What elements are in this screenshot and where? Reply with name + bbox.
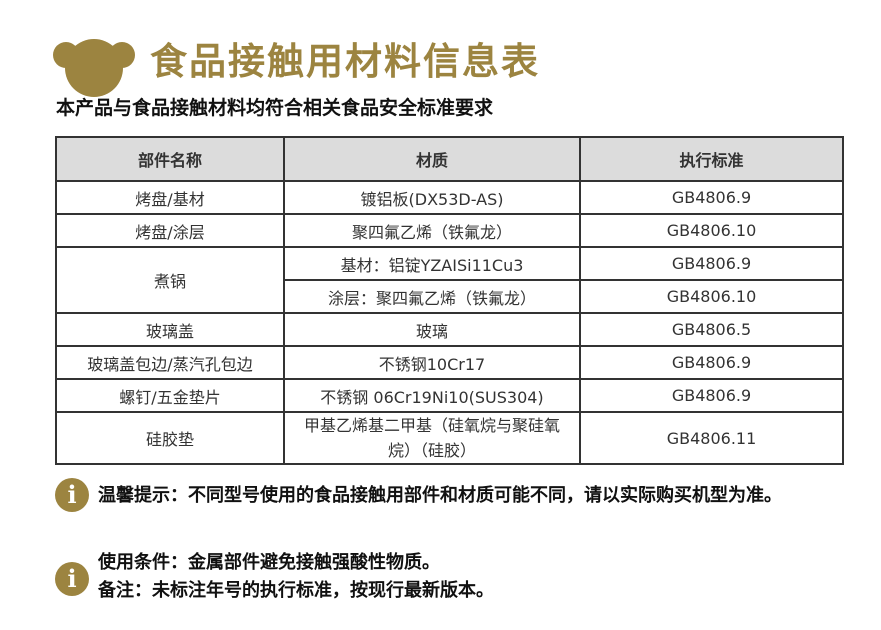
table-row: 涂层：聚四氟乙烯（铁氟龙） GB4806.10 bbox=[56, 279, 844, 314]
standard-cell: GB4806.10 bbox=[579, 279, 844, 314]
material-cell: 不锈钢 06Cr19Ni10(SUS304) bbox=[283, 378, 581, 413]
standard-cell: GB4806.9 bbox=[579, 180, 844, 215]
standard-cell: GB4806.11 bbox=[579, 411, 844, 465]
info-icon: i bbox=[55, 478, 89, 512]
materials-table: 部件名称 材质 执行标准 烤盘/基材 镀铝板(DX53D-AS) GB4806.9 … bbox=[55, 136, 844, 465]
table-row: 玻璃盖 玻璃 GB4806.5 bbox=[55, 312, 844, 347]
material-cell: 甲基乙烯基二甲基（硅氧烷与聚硅氧烷）（硅胶） bbox=[283, 411, 581, 465]
col-material: 材质 bbox=[283, 136, 581, 182]
standard-cell: GB4806.9 bbox=[579, 246, 844, 281]
part-cell: 烤盘/涂层 bbox=[55, 213, 285, 248]
table-row: 煮锅 基材：铝锭YZAISi11Cu3 GB4806.9 bbox=[55, 246, 844, 314]
condition-note: 使用条件：金属部件避免接触强酸性物质。 bbox=[98, 552, 440, 573]
material-cell: 基材：铝锭YZAISi11Cu3 bbox=[283, 246, 581, 281]
standard-cell: GB4806.10 bbox=[579, 213, 844, 248]
table-row: 螺钉/五金垫片 不锈钢 06Cr19Ni10(SUS304) GB4806.9 bbox=[55, 378, 844, 413]
col-part: 部件名称 bbox=[55, 136, 285, 182]
info-icon: i bbox=[55, 562, 89, 596]
material-cell: 镀铝板(DX53D-AS) bbox=[283, 180, 581, 215]
part-cell: 煮锅 bbox=[55, 246, 285, 314]
material-cell: 聚四氟乙烯（铁氟龙） bbox=[283, 213, 581, 248]
col-standard: 执行标准 bbox=[579, 136, 844, 182]
material-cell: 涂层：聚四氟乙烯（铁氟龙） bbox=[283, 279, 581, 314]
table-header: 部件名称 材质 执行标准 bbox=[55, 136, 844, 182]
bear-head-logo bbox=[53, 39, 135, 97]
page-subtitle: 本产品与食品接触材料均符合相关食品安全标准要求 bbox=[56, 97, 494, 119]
table-row: 烤盘/涂层 聚四氟乙烯（铁氟龙） GB4806.10 bbox=[55, 213, 844, 248]
remark-note: 备注：未标注年号的执行标准，按现行最新版本。 bbox=[98, 580, 494, 601]
material-cell: 玻璃 bbox=[283, 312, 581, 347]
table-row: 硅胶垫 甲基乙烯基二甲基（硅氧烷与聚硅氧烷）（硅胶） GB4806.11 bbox=[55, 411, 844, 465]
tip-note: 温馨提示：不同型号使用的食品接触用部件和材质可能不同，请以实际购买机型为准。 bbox=[98, 485, 782, 506]
part-cell: 玻璃盖 bbox=[55, 312, 285, 347]
standard-cell: GB4806.9 bbox=[579, 345, 844, 380]
table-row: 玻璃盖包边/蒸汽孔包边 不锈钢10Cr17 GB4806.9 bbox=[55, 345, 844, 380]
part-cell: 烤盘/基材 bbox=[55, 180, 285, 215]
standard-cell: GB4806.5 bbox=[579, 312, 844, 347]
page-title: 食品接触用材料信息表 bbox=[150, 40, 540, 83]
part-cell: 玻璃盖包边/蒸汽孔包边 bbox=[55, 345, 285, 380]
part-cell: 硅胶垫 bbox=[55, 411, 285, 465]
table-row: 烤盘/基材 镀铝板(DX53D-AS) GB4806.9 bbox=[55, 180, 844, 215]
part-cell: 螺钉/五金垫片 bbox=[55, 378, 285, 413]
standard-cell: GB4806.9 bbox=[579, 378, 844, 413]
material-cell: 不锈钢10Cr17 bbox=[283, 345, 581, 380]
